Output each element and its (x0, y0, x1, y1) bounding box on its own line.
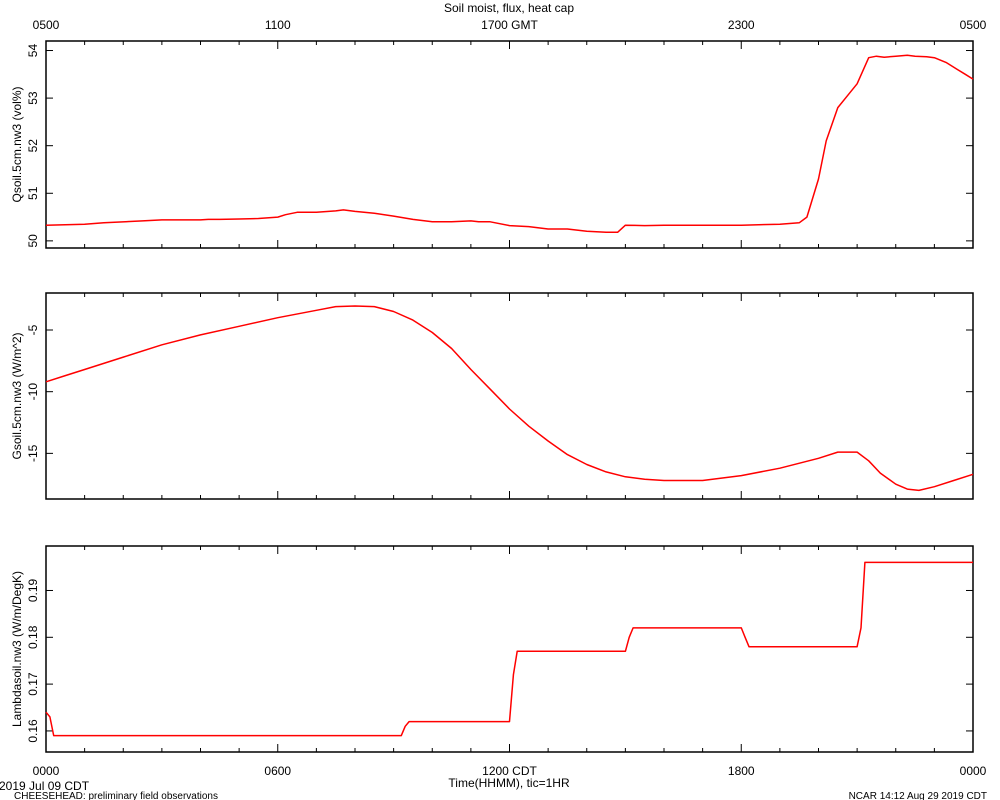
footer-left: CHEESEHEAD: preliminary field observatio… (14, 791, 218, 800)
y-tick-label: 50 (26, 234, 40, 248)
top-tick-label: 0500 (960, 18, 987, 32)
y-tick-label: 53 (26, 91, 40, 105)
start-date-label: 2019 Jul 09 CDT (0, 779, 90, 793)
y-tick-label: -10 (26, 383, 40, 401)
y-axis-label: Gsoil.5cm.nw3 (W/m^2) (10, 333, 24, 460)
y-axis-label: Qsoil.5cm.nw3 (vol%) (10, 86, 24, 202)
bottom-tick-label: 0000 (33, 764, 60, 778)
series-line (45, 561, 973, 737)
series-line (45, 305, 974, 492)
y-tick-label: 54 (26, 44, 40, 58)
x-axis-label: Time(HHMM), tic=1HR (448, 776, 570, 790)
series-line (45, 54, 974, 234)
y-tick-label: 0.19 (26, 578, 40, 602)
chart-title: Soil moist, flux, heat cap (444, 1, 574, 15)
y-tick-label: -15 (26, 444, 40, 462)
panel-frame (45, 292, 974, 500)
bottom-axis: 0000 0600 1200 CDT 1800 0000 (33, 764, 987, 778)
bottom-tick-label: 1800 (728, 764, 755, 778)
bottom-tick-label: 0000 (960, 764, 987, 778)
y-tick-label: 0.18 (26, 625, 40, 649)
panels: 50 51 52 53 54 Qsoil.5cm.nw3 (vol%) -15 -10 -5Gs… (10, 40, 974, 753)
panel-1: 50 51 52 53 54 Qsoil.5cm.nw3 (vol%) (10, 40, 974, 249)
bottom-tick-label: 1200 CDT (482, 764, 537, 778)
top-axis: 0500 1100 1700 GMT 2300 0500 (33, 18, 987, 32)
top-tick-label: 2300 (728, 18, 755, 32)
bottom-tick-label: 0600 (264, 764, 291, 778)
footer-right: NCAR 14:12 Aug 29 2019 CDT (849, 791, 987, 800)
top-tick-label: 1100 (265, 18, 291, 32)
y-tick-label: 0.17 (26, 672, 40, 696)
y-axis-label: Lambdasoil.nw3 (W/m/DegK) (10, 571, 24, 727)
y-tick-label: 0.16 (26, 719, 40, 743)
y-tick-label: 51 (26, 186, 40, 200)
top-tick-label: 0500 (33, 18, 60, 32)
y-tick-label: -5 (26, 324, 40, 335)
panel-frame (45, 40, 974, 249)
y-tick-label: 52 (26, 139, 40, 153)
top-tick-label: 1700 GMT (481, 18, 538, 32)
